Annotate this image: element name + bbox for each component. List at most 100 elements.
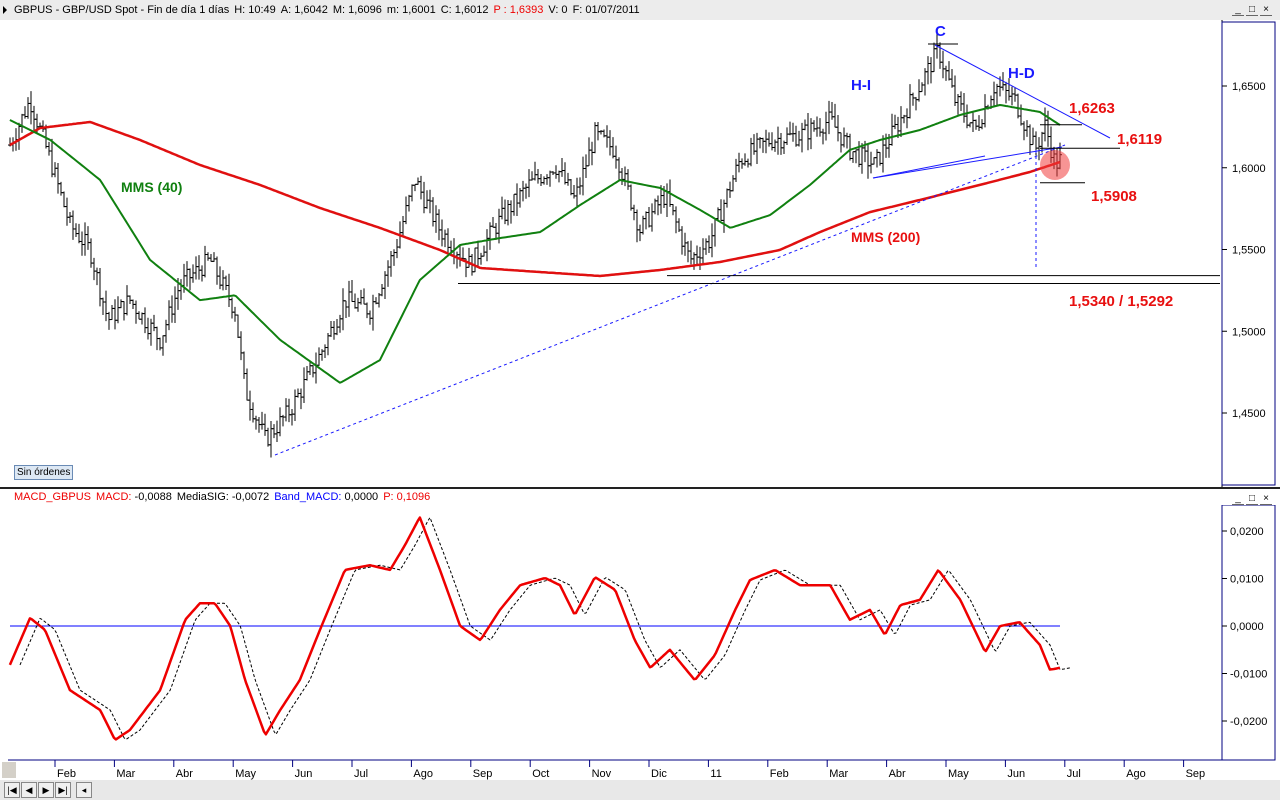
chart-header: GBPUS - GBP/USD Spot - Fin de día 1 días… xyxy=(0,0,1280,20)
price-panel[interactable]: 1,6500 1,6000 1,5500 1,5000 1,4500 C H-I H-D MMS… xyxy=(0,20,1280,487)
ohlc-bar xyxy=(446,228,450,253)
ohlc-bar xyxy=(644,211,648,230)
ohlc-bar xyxy=(344,300,348,319)
x-tick-label: Feb xyxy=(57,768,76,780)
price-chart[interactable]: 1,6500 1,6000 1,5500 1,5000 1,4500 C H-I H-D MMS… xyxy=(0,20,1280,487)
ohlc-bar xyxy=(623,166,627,187)
x-tick-label: Ago xyxy=(413,768,433,780)
ohlc-bar xyxy=(194,256,198,280)
x-tick-label: Oct xyxy=(532,768,549,780)
ohlc-bar xyxy=(218,266,222,290)
x-tick-label: Abr xyxy=(176,768,193,780)
ohlc-bar xyxy=(269,421,273,458)
ohlc-bar xyxy=(461,247,465,260)
macd-panel[interactable]: 0,0200 0,0100 0,0000 -0,0100 -0,0200 Feb Mar Ab… xyxy=(0,504,1280,780)
ohlc-bar xyxy=(26,97,30,119)
ohlc-bar xyxy=(347,280,351,317)
ohlc-bar xyxy=(620,168,624,186)
ohlc-bar xyxy=(611,137,615,159)
neckline xyxy=(872,146,1063,179)
ohlc-bar xyxy=(710,223,714,258)
label-mms40: MMS (40) xyxy=(121,179,182,195)
mms40-line xyxy=(9,104,1061,384)
macd-header: MACD_GBPUS MACD: -0,0088 MediaSIG: -0,00… xyxy=(0,487,1280,505)
next-button[interactable]: ▶ xyxy=(38,782,54,798)
macd-minimize-button[interactable]: _ xyxy=(1232,493,1244,505)
ohlc-bar xyxy=(617,157,621,181)
ohlc-bar xyxy=(980,119,984,130)
scroll-left-button[interactable]: ◂ xyxy=(76,782,92,798)
ohlc-bar xyxy=(515,183,519,216)
ohlc-bar xyxy=(929,57,933,84)
ohlc-bar xyxy=(1010,86,1014,106)
ohlc-bar xyxy=(143,307,147,334)
ohlc-bar xyxy=(332,321,336,340)
x-tick-label: Jul xyxy=(1067,768,1081,780)
ohlc-bar xyxy=(719,199,723,221)
ohlc-bar xyxy=(71,210,75,240)
ohlc-bar xyxy=(248,390,252,421)
ohlc-bar xyxy=(242,351,246,379)
ohlc-bar xyxy=(590,141,594,166)
y-tick-label: 1,6000 xyxy=(1232,163,1266,175)
x-tick-label: Sep xyxy=(473,768,493,780)
ohlc-bar xyxy=(674,206,678,234)
ohlc-bar xyxy=(293,389,297,422)
low-value: m: 1,6001 xyxy=(386,4,436,16)
minimize-button[interactable]: _ xyxy=(1232,4,1244,16)
ohlc-bar xyxy=(101,297,105,315)
ohlc-bar xyxy=(566,172,570,186)
orders-button[interactable]: Sin órdenes xyxy=(14,465,74,480)
ohlc-bar xyxy=(311,365,315,378)
ohlc-bar xyxy=(227,273,231,308)
maximize-button[interactable]: □ xyxy=(1246,4,1258,16)
band-value: 0,0000 xyxy=(344,491,379,503)
ohlc-bar xyxy=(725,188,729,208)
ohlc-bar xyxy=(665,183,669,218)
macd-chart[interactable]: 0,0200 0,0100 0,0000 -0,0100 -0,0200 Feb Mar Ab… xyxy=(0,504,1280,780)
p-value: P: 0,1096 xyxy=(383,491,431,503)
ohlc-bar xyxy=(560,158,564,177)
y-tick-label: 1,6500 xyxy=(1232,81,1266,93)
last-button[interactable]: ▶| xyxy=(55,782,71,798)
ohlc-bar xyxy=(755,132,759,164)
ohlc-bar xyxy=(542,176,546,185)
ohlc-bar xyxy=(224,275,228,291)
first-button[interactable]: |◀ xyxy=(4,782,20,798)
time-axis-scroll-button xyxy=(2,762,16,778)
ohlc-bar xyxy=(812,120,816,132)
ohlc-bar xyxy=(983,94,987,128)
macd-maximize-button[interactable]: □ xyxy=(1246,493,1258,505)
ohlc-bar xyxy=(869,151,873,174)
x-tick-label: Ago xyxy=(1126,768,1146,780)
y-tick-label: 1,5000 xyxy=(1232,326,1266,338)
ohlc-bar xyxy=(353,293,357,309)
open-value: A: 1,6042 xyxy=(280,4,328,16)
ohlc-bar xyxy=(941,50,945,79)
ohlc-bar xyxy=(179,279,183,300)
ohlc-bar xyxy=(593,122,597,154)
ohlc-bar xyxy=(290,409,294,426)
label-1-5908: 1,5908 xyxy=(1091,188,1137,205)
ohlc-bar xyxy=(995,83,999,106)
ohlc-bar xyxy=(680,226,684,255)
macd-close-button[interactable]: × xyxy=(1260,493,1272,505)
expand-arrow-icon[interactable] xyxy=(3,6,7,14)
label-1-5340-1-5292: 1,5340 / 1,5292 xyxy=(1069,293,1173,310)
x-tick-label: Jun xyxy=(1007,768,1025,780)
ohlc-bar xyxy=(98,267,102,307)
ohlc-bar xyxy=(386,260,390,287)
ohlc-bar xyxy=(251,402,255,423)
ohlc-bar xyxy=(104,290,108,322)
ohlc-bar xyxy=(1040,131,1044,153)
ohlc-bar xyxy=(317,347,321,366)
ohlc-bar xyxy=(890,113,894,146)
ohlc-bar xyxy=(95,267,99,286)
ohlc-bar xyxy=(365,302,369,319)
date-value: F: 01/07/2011 xyxy=(572,4,640,16)
ohlc-bar xyxy=(656,195,660,216)
prev-button[interactable]: ◀ xyxy=(21,782,37,798)
ohlc-bar xyxy=(845,132,849,149)
close-button[interactable]: × xyxy=(1260,4,1272,16)
ohlc-bar xyxy=(548,170,552,187)
